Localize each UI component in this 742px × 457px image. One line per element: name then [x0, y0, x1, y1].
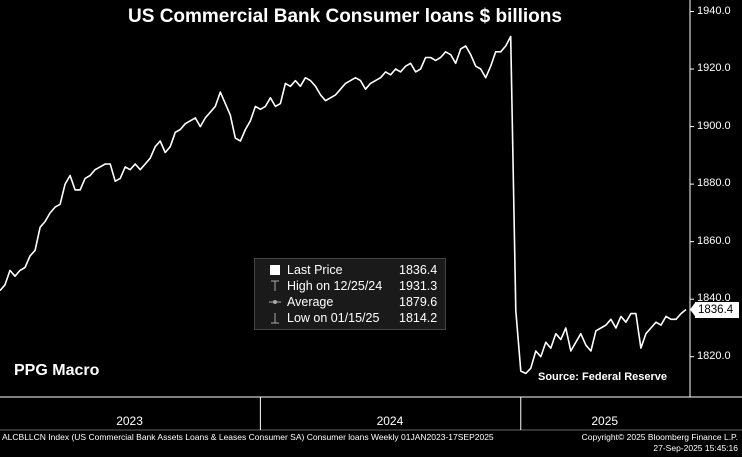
average-marker-icon: [269, 295, 281, 309]
legend-row-last: Last Price 1836.4: [255, 262, 445, 278]
legend-average-label: Average: [287, 295, 334, 309]
legend-last-value: 1836.4: [399, 263, 438, 277]
legend-high-label: High on 12/25/24: [287, 279, 383, 293]
y-tick-label: 1820.0: [697, 349, 731, 362]
high-marker-icon: [269, 279, 281, 293]
legend-low-label: Low on 01/15/25: [287, 311, 380, 325]
y-tick-label: 1880.0: [697, 177, 731, 190]
brand-label: PPG Macro: [14, 362, 100, 379]
series-line: [0, 35, 687, 375]
legend-average-value: 1879.6: [399, 295, 438, 309]
legend-row-low: Low on 01/15/25 1814.2: [255, 310, 445, 326]
last-price-pointer-icon: [690, 301, 696, 318]
x-tick-label: 2024: [376, 414, 404, 428]
legend-last-label: Last Price: [287, 263, 343, 277]
footer-copyright: Copyright© 2025 Bloomberg Finance L.P. 2…: [582, 432, 738, 454]
x-tick-label: 2025: [591, 414, 619, 428]
last-price-swatch-icon: [269, 263, 281, 277]
legend-high-value: 1931.3: [399, 279, 438, 293]
y-tick-label: 1840.0: [697, 292, 731, 305]
y-tick-label: 1920.0: [697, 62, 731, 75]
legend-row-high: High on 12/25/24 1931.3: [255, 278, 445, 294]
legend-row-average: Average 1879.6: [255, 294, 445, 310]
y-tick-label: 1860.0: [697, 234, 731, 247]
y-tick-label: 1900.0: [697, 119, 731, 132]
x-tick-label: 2023: [116, 414, 143, 428]
legend-low-value: 1814.2: [399, 311, 438, 325]
footer-timestamp: 27-Sep-2025 15:45:16: [653, 443, 738, 453]
footer-index-description: ALCBLLCN Index (US Commercial Bank Asset…: [2, 432, 494, 442]
footer-copyright-line: Copyright© 2025 Bloomberg Finance L.P.: [581, 432, 738, 442]
legend-box: Last Price 1836.4 High on 12/25/24 1931.…: [254, 258, 446, 330]
low-marker-icon: [269, 311, 281, 325]
last-price-badge: 1836.4: [695, 301, 739, 318]
y-tick-label: 1940.0: [697, 4, 731, 17]
source-label: Source: Federal Reserve: [538, 371, 668, 383]
chart-title: US Commercial Bank Consumer loans $ bill…: [128, 6, 562, 27]
